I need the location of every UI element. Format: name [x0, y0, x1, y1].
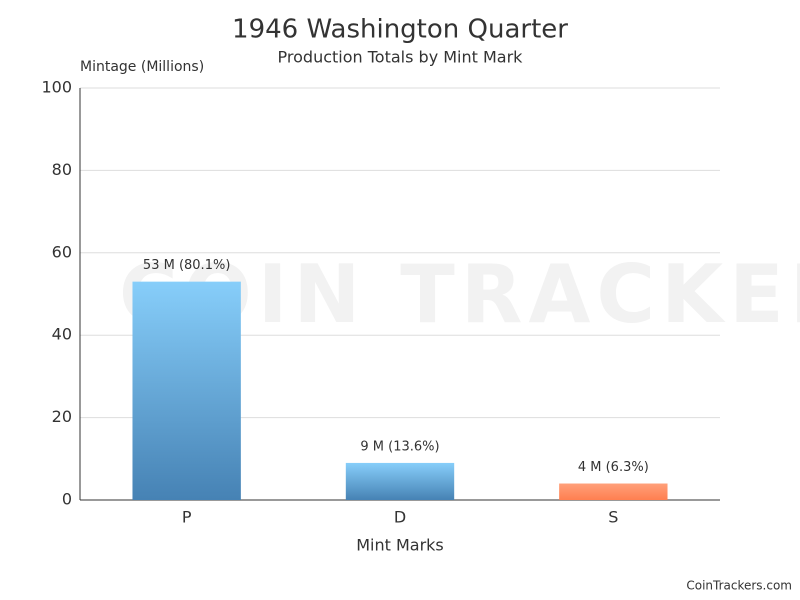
x-tick-label: S [608, 508, 618, 527]
bar [132, 281, 241, 500]
value-label: 4 M (6.3%) [578, 460, 649, 475]
x-tick-label: D [394, 508, 406, 527]
y-tick-label: 80 [52, 160, 72, 179]
chart-subtitle: Production Totals by Mint Mark [278, 48, 524, 67]
y-tick-label: 100 [41, 78, 72, 97]
y-tick-label: 40 [52, 325, 72, 344]
y-tick-label: 60 [52, 242, 72, 261]
chart-title: 1946 Washington Quarter [232, 15, 568, 45]
y-tick-label: 20 [52, 407, 72, 426]
x-axis-label: Mint Marks [356, 536, 444, 555]
y-tick-label: 0 [62, 490, 72, 509]
bar [345, 462, 455, 500]
credit: CoinTrackers.com [686, 579, 792, 593]
y-axis-label: Mintage (Millions) [80, 59, 204, 75]
bar [559, 483, 668, 500]
x-tick-label: P [182, 508, 192, 527]
value-label: 53 M (80.1%) [143, 258, 230, 273]
value-label: 9 M (13.6%) [360, 439, 439, 454]
